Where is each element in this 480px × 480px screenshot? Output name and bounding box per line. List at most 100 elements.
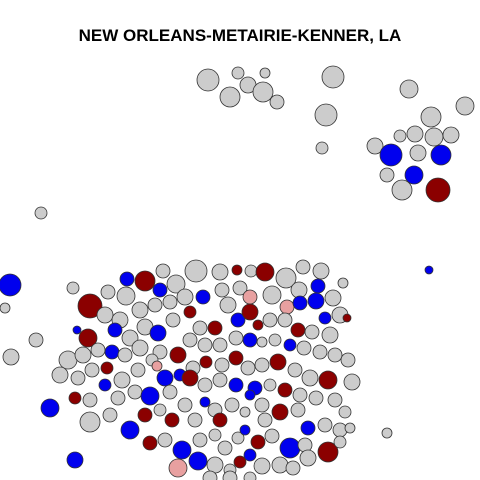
bubble-point-145 bbox=[277, 382, 293, 398]
bubble-point-8 bbox=[399, 79, 419, 99]
bubble-point-18 bbox=[379, 143, 403, 167]
bubble-point-6 bbox=[252, 81, 274, 103]
bubble-point-21 bbox=[379, 167, 395, 183]
bubble-point-56 bbox=[96, 306, 114, 324]
bubble-point-30 bbox=[2, 348, 20, 366]
bubble-point-35 bbox=[77, 293, 103, 319]
bubble-point-114 bbox=[100, 361, 114, 375]
bubble-point-15 bbox=[424, 127, 444, 147]
bubble-point-101 bbox=[212, 337, 228, 353]
bubble-point-179 bbox=[239, 424, 251, 436]
bubble-point-88 bbox=[290, 322, 306, 338]
bubble-point-130 bbox=[318, 370, 338, 390]
bubble-point-3 bbox=[321, 65, 345, 89]
bubble-point-118 bbox=[151, 360, 163, 372]
bubble-point-195 bbox=[285, 460, 301, 476]
bubble-point-134 bbox=[98, 378, 112, 392]
bubble-point-172 bbox=[142, 435, 158, 451]
bubble-point-83 bbox=[230, 312, 246, 328]
bubble-point-142 bbox=[228, 377, 244, 393]
bubble-point-165 bbox=[257, 412, 273, 428]
bubble-point-189 bbox=[206, 456, 224, 474]
bubble-point-133 bbox=[82, 392, 98, 408]
bubble-point-22 bbox=[404, 165, 424, 185]
bubble-point-46 bbox=[211, 263, 229, 281]
bubble-point-167 bbox=[290, 402, 306, 418]
bubble-point-79 bbox=[183, 305, 197, 319]
bubble-point-53 bbox=[337, 277, 349, 289]
bubble-point-153 bbox=[137, 407, 153, 423]
chart-title: NEW ORLEANS-METAIRIE-KENNER, LA bbox=[78, 26, 402, 45]
bubble-point-24 bbox=[425, 177, 451, 203]
bubble-point-16 bbox=[442, 126, 460, 144]
bubble-point-92 bbox=[74, 346, 92, 364]
bubble-point-124 bbox=[228, 350, 244, 366]
bubble-point-148 bbox=[327, 392, 343, 408]
bubble-point-45 bbox=[184, 259, 208, 283]
bubble-point-109 bbox=[327, 347, 343, 363]
bubble-point-95 bbox=[117, 347, 133, 363]
bubble-point-68 bbox=[292, 295, 308, 311]
bubble-point-1 bbox=[231, 66, 245, 80]
bubble-point-162 bbox=[239, 406, 251, 418]
bubble-point-147 bbox=[308, 390, 324, 406]
bubble-point-5 bbox=[219, 86, 241, 108]
bubble-point-38 bbox=[100, 284, 116, 300]
bubble-point-149 bbox=[338, 405, 352, 419]
bubble-point-104 bbox=[256, 336, 268, 348]
bubble-point-122 bbox=[199, 355, 213, 369]
bubble-point-141 bbox=[212, 372, 228, 388]
bubble-point-63 bbox=[214, 282, 230, 298]
bubble-point-168 bbox=[300, 420, 316, 436]
bubble-point-81 bbox=[207, 320, 223, 336]
bubble-point-139 bbox=[181, 369, 199, 387]
bubble-point-47 bbox=[231, 264, 243, 276]
bubble-point-129 bbox=[301, 369, 319, 387]
bubble-point-72 bbox=[318, 311, 332, 325]
bubble-point-90 bbox=[321, 326, 339, 344]
bubble-point-14 bbox=[393, 129, 407, 143]
bubble-point-96 bbox=[131, 339, 149, 357]
bubble-point-155 bbox=[164, 412, 180, 428]
bubble-point-93 bbox=[90, 342, 106, 358]
bubble-point-166 bbox=[271, 403, 289, 421]
bubble-point-157 bbox=[187, 412, 203, 428]
bubble-point-62 bbox=[195, 289, 211, 305]
bubble-point-126 bbox=[254, 357, 270, 373]
bubble-point-84 bbox=[241, 303, 259, 321]
bubble-point-26 bbox=[424, 265, 434, 275]
bubble-point-158 bbox=[199, 396, 211, 408]
bubble-point-154 bbox=[153, 403, 167, 417]
bubble-point-131 bbox=[343, 373, 361, 391]
bubble-point-182 bbox=[279, 437, 301, 459]
bubble-point-66 bbox=[262, 285, 282, 305]
bubble-point-164 bbox=[254, 397, 270, 413]
bubble-point-152 bbox=[120, 420, 140, 440]
bubble-point-132 bbox=[68, 391, 82, 405]
bubble-point-69 bbox=[307, 292, 325, 310]
bubble-point-32 bbox=[66, 451, 84, 469]
bubble-point-180 bbox=[250, 434, 266, 450]
bubble-point-102 bbox=[228, 330, 244, 346]
bubble-point-85 bbox=[252, 319, 264, 331]
bubble-point-20 bbox=[430, 144, 452, 166]
bubble-point-17 bbox=[366, 137, 384, 155]
bubble-point-34 bbox=[66, 281, 80, 295]
bubble-point-78 bbox=[165, 312, 181, 328]
bubble-point-40 bbox=[134, 270, 156, 292]
bubble-point-137 bbox=[140, 386, 160, 406]
bubble-point-51 bbox=[295, 259, 311, 275]
bubble-point-187 bbox=[168, 458, 188, 478]
bubble-point-2 bbox=[259, 67, 271, 79]
bubble-point-28 bbox=[0, 302, 11, 314]
bubble-point-192 bbox=[243, 448, 257, 462]
bubble-point-43 bbox=[152, 282, 168, 298]
bubble-point-171 bbox=[344, 422, 356, 434]
bubble-point-7 bbox=[269, 94, 285, 110]
bubble-point-54 bbox=[310, 278, 326, 294]
bubble-point-87 bbox=[277, 312, 293, 328]
bubble-point-123 bbox=[214, 357, 230, 373]
bubble-point-58 bbox=[131, 301, 149, 319]
bubble-point-144 bbox=[263, 378, 277, 392]
